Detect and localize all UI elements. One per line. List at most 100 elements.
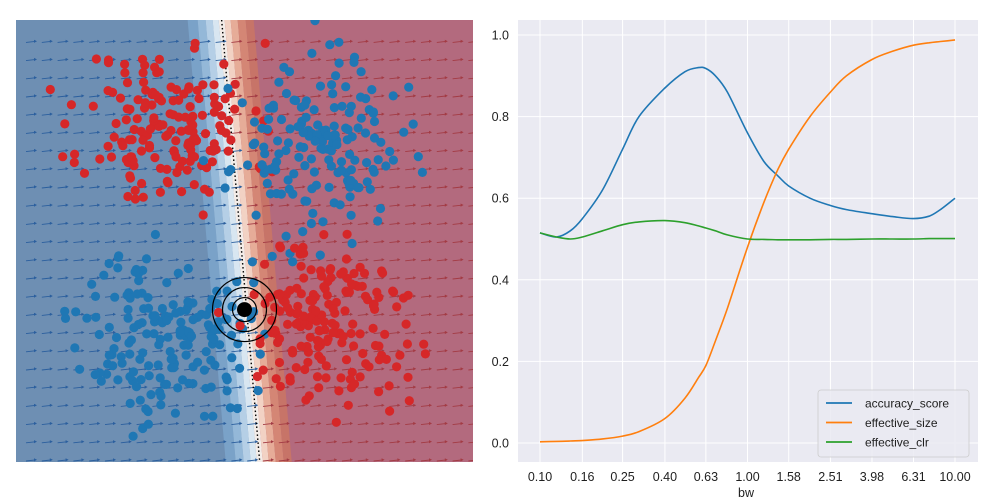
gradient-arrow bbox=[25, 386, 36, 389]
scatter-point bbox=[322, 290, 332, 300]
scatter-point bbox=[249, 117, 260, 127]
scatter-point bbox=[154, 54, 164, 64]
series-line-effective-clr bbox=[539, 219, 955, 241]
arrow-head bbox=[239, 385, 243, 389]
gradient-arrow bbox=[310, 40, 320, 43]
arrow-head bbox=[413, 421, 417, 426]
gradient-arrow bbox=[468, 41, 473, 43]
gradient-arrow bbox=[57, 150, 67, 153]
gradient-arrow bbox=[247, 186, 257, 189]
gradient-arrow bbox=[25, 404, 36, 407]
scatter-point bbox=[235, 363, 245, 373]
arrow-head bbox=[286, 76, 290, 80]
gradient-arrow bbox=[57, 222, 67, 225]
gradient-arrow bbox=[405, 204, 415, 207]
scatter-point bbox=[304, 391, 314, 401]
scatter-point bbox=[198, 210, 208, 220]
gradient-arrow bbox=[57, 131, 67, 134]
grid-lines bbox=[518, 20, 978, 462]
gradient-arrow bbox=[452, 40, 462, 43]
gradient-arrow bbox=[215, 277, 225, 280]
arrow-head bbox=[207, 403, 211, 407]
arrow-head bbox=[444, 294, 448, 298]
scatter-point bbox=[120, 68, 130, 78]
arrow-head bbox=[176, 440, 180, 444]
arrow-head bbox=[81, 330, 85, 335]
scatter-point bbox=[130, 267, 140, 277]
arrow-head bbox=[413, 39, 417, 43]
gradient-arrow bbox=[278, 404, 288, 407]
scatter-point bbox=[221, 128, 231, 138]
gradient-arrow bbox=[247, 368, 257, 371]
gradient-arrow bbox=[262, 386, 273, 389]
scatter-point bbox=[140, 60, 150, 70]
scatter-point bbox=[346, 165, 356, 175]
legend-label: effective_clr bbox=[865, 435, 929, 449]
arrow-head bbox=[97, 148, 101, 153]
gradient-arrow bbox=[89, 113, 99, 116]
scatter-point bbox=[141, 254, 152, 264]
scatter-point bbox=[82, 313, 92, 323]
gradient-arrow bbox=[215, 295, 225, 298]
scatter-point bbox=[401, 319, 411, 329]
arrow-head bbox=[81, 276, 85, 280]
arrow-head bbox=[160, 130, 164, 134]
gradient-arrow bbox=[357, 404, 367, 407]
gradient-arrow bbox=[25, 259, 36, 262]
gradient-arrow bbox=[120, 459, 130, 462]
scatter-point bbox=[360, 128, 371, 138]
gradient-arrow bbox=[152, 259, 162, 262]
scatter-point bbox=[365, 184, 375, 194]
arrow-head bbox=[413, 312, 417, 316]
gradient-arrow bbox=[326, 441, 336, 444]
gradient-arrow bbox=[41, 204, 51, 207]
arrow-head bbox=[476, 58, 479, 61]
scatter-point bbox=[315, 250, 325, 260]
gradient-arrow bbox=[136, 168, 146, 171]
arrow-head bbox=[271, 185, 274, 189]
arrow-head bbox=[65, 367, 69, 371]
arrow-head bbox=[271, 57, 274, 62]
gradient-arrow bbox=[357, 241, 367, 244]
arrow-head bbox=[65, 258, 69, 262]
scatter-point bbox=[215, 121, 225, 131]
gradient-arrow bbox=[405, 95, 415, 98]
gradient-arrow bbox=[326, 113, 336, 116]
gradient-arrow bbox=[231, 259, 241, 262]
gradient-arrow bbox=[436, 277, 446, 280]
scatter-point bbox=[346, 328, 356, 339]
gradient-arrow bbox=[420, 386, 431, 389]
gradient-arrow bbox=[452, 150, 462, 153]
x-tick-label: 2.51 bbox=[818, 470, 842, 484]
x-tick-labels: 0.10 0.16 0.25 0.40 0.63 1.00 1.58 2.51 3.98 6.31… bbox=[528, 470, 971, 484]
arrow-head bbox=[223, 440, 227, 444]
scatter-point bbox=[312, 372, 323, 382]
gradient-arrow bbox=[468, 259, 473, 262]
scatter-point bbox=[326, 264, 336, 274]
gradient-arrow bbox=[73, 222, 83, 225]
scatter-point bbox=[142, 329, 152, 339]
gradient-arrow bbox=[420, 186, 431, 189]
arrow-head bbox=[271, 276, 274, 280]
arrow-head bbox=[113, 148, 116, 153]
arrow-head bbox=[176, 239, 180, 244]
gradient-arrow bbox=[373, 95, 383, 98]
scatter-point bbox=[273, 136, 283, 146]
scatter-point bbox=[183, 263, 193, 274]
arrow-head bbox=[460, 385, 464, 389]
arrow-head bbox=[397, 276, 401, 280]
gradient-arrow bbox=[183, 277, 194, 280]
arrow-head bbox=[413, 94, 417, 98]
arrow-head bbox=[444, 130, 448, 134]
arrow-head bbox=[271, 385, 274, 389]
arrow-head bbox=[318, 458, 322, 462]
gradient-arrow bbox=[389, 77, 399, 80]
gradient-arrow bbox=[231, 350, 241, 353]
arrow-head bbox=[318, 239, 322, 244]
scatter-point bbox=[154, 67, 164, 77]
scatter-point bbox=[305, 332, 315, 342]
gradient-arrow bbox=[468, 350, 473, 353]
gradient-arrow bbox=[89, 77, 99, 80]
arrow-head bbox=[476, 313, 479, 316]
arrow-head bbox=[192, 403, 195, 407]
